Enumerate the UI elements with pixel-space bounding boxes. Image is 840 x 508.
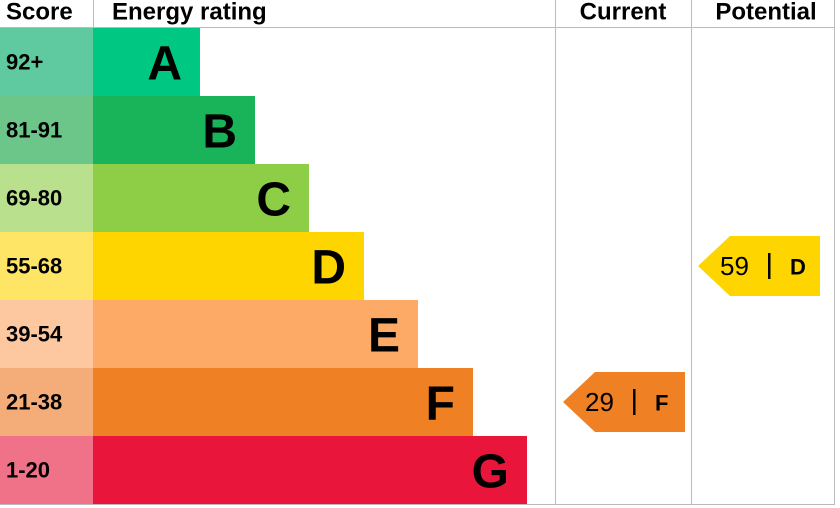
rating-value: 59	[720, 251, 749, 281]
score-label: 39-54	[6, 322, 63, 347]
band-letter: D	[311, 242, 346, 295]
rating-bar	[93, 28, 200, 96]
score-cell	[0, 232, 93, 300]
score-cell	[0, 300, 93, 368]
score-label: 21-38	[6, 390, 62, 415]
separator	[768, 253, 771, 279]
header-rating: Energy rating	[112, 0, 267, 26]
band-letter: G	[472, 446, 509, 499]
score-label: 92+	[6, 50, 43, 75]
band-letter: E	[368, 310, 400, 363]
rating-bar	[93, 96, 255, 164]
rating-bar	[93, 436, 527, 504]
band-letter: C	[256, 174, 291, 227]
rating-bar	[93, 164, 309, 232]
score-cell	[0, 368, 93, 436]
score-cell	[0, 96, 93, 164]
rating-bar	[93, 232, 364, 300]
rating-value: 29	[585, 387, 614, 417]
rating-bar	[93, 300, 418, 368]
score-label: 69-80	[6, 186, 62, 211]
header-potential: Potential	[715, 0, 816, 26]
band-letter: B	[202, 106, 237, 159]
header-current: Current	[580, 0, 667, 26]
rating-arrow	[698, 236, 820, 296]
band-letter: F	[426, 378, 455, 431]
rating-letter: F	[655, 391, 668, 416]
rating-letter: D	[790, 255, 806, 280]
band-letter: A	[147, 38, 182, 91]
score-label: 1-20	[6, 458, 50, 483]
separator	[633, 389, 636, 415]
rating-bar	[93, 368, 473, 436]
rating-arrow	[563, 372, 685, 432]
score-cell	[0, 164, 93, 232]
score-label: 81-91	[6, 118, 62, 143]
score-cell	[0, 28, 93, 96]
score-label: 55-68	[6, 254, 62, 279]
header-score: Score	[6, 0, 73, 26]
score-cell	[0, 436, 93, 504]
